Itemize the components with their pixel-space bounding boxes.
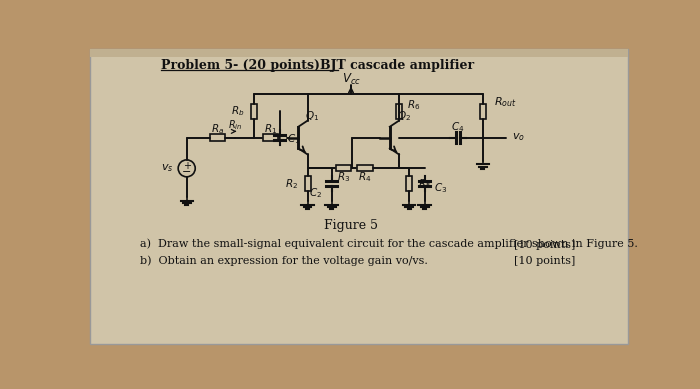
Text: $C_1$: $C_1$ <box>288 132 301 146</box>
Text: [10 points]: [10 points] <box>514 256 575 266</box>
Text: Problem 5- (20 points)BJT cascade amplifier: Problem 5- (20 points)BJT cascade amplif… <box>161 60 475 72</box>
Bar <box>396 103 402 119</box>
Bar <box>90 49 628 57</box>
Text: $v_o$: $v_o$ <box>512 131 525 144</box>
Text: $C_4$: $C_4$ <box>452 121 465 135</box>
Text: $R_3$: $R_3$ <box>337 170 350 184</box>
Text: b)  Obtain an expression for the voltage gain vo/vs.: b) Obtain an expression for the voltage … <box>140 256 428 266</box>
Bar <box>480 103 486 119</box>
Text: $Q_2$: $Q_2$ <box>397 109 411 123</box>
Text: $R_a$: $R_a$ <box>211 122 224 136</box>
Text: $R_b$: $R_b$ <box>230 105 244 118</box>
Text: [10 points]: [10 points] <box>514 240 575 251</box>
Bar <box>210 135 225 140</box>
Text: $R_{out}$: $R_{out}$ <box>494 95 517 109</box>
Text: $R_{in}$: $R_{in}$ <box>228 118 243 132</box>
Text: $C_2$: $C_2$ <box>309 186 322 200</box>
Text: Figure 5: Figure 5 <box>324 219 378 232</box>
Text: $Q_1$: $Q_1$ <box>305 109 319 123</box>
Text: $R_5$: $R_5$ <box>419 177 432 191</box>
Bar <box>262 135 278 140</box>
Text: $R_2$: $R_2$ <box>285 177 298 191</box>
Bar <box>251 103 257 119</box>
Bar <box>406 176 412 191</box>
Text: +: + <box>183 161 190 171</box>
Text: $C_3$: $C_3$ <box>434 181 447 195</box>
Text: $V_{cc}$: $V_{cc}$ <box>342 72 360 87</box>
Text: a)  Draw the small-signal equivalent circuit for the cascade amplifier shown in : a) Draw the small-signal equivalent circ… <box>140 238 638 249</box>
Text: $R_4$: $R_4$ <box>358 170 372 184</box>
Bar <box>304 176 311 191</box>
Bar <box>335 165 351 172</box>
Text: $v_s$: $v_s$ <box>161 163 174 174</box>
Text: −: − <box>182 167 191 177</box>
Text: $R_6$: $R_6$ <box>407 98 420 112</box>
Bar <box>357 165 372 172</box>
Text: $R_1$: $R_1$ <box>264 122 277 136</box>
